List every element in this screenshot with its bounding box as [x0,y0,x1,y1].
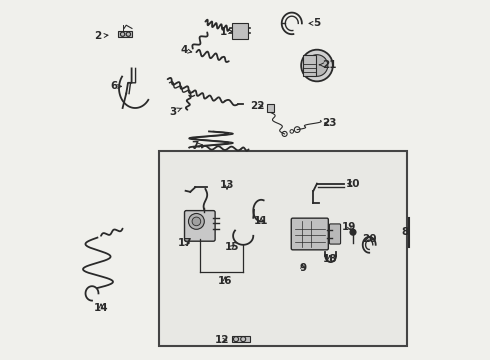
Text: 23: 23 [322,118,337,128]
Text: 20: 20 [362,234,376,244]
Bar [303,55,316,76]
Text: 16: 16 [218,276,232,286]
FancyBboxPatch shape [329,224,341,244]
Text: 8: 8 [402,227,410,237]
Text: 6: 6 [110,81,122,91]
Text: 1: 1 [220,27,233,37]
Circle shape [192,217,201,226]
Bar [268,104,274,112]
Bar [232,23,247,39]
Bar [118,31,132,37]
FancyBboxPatch shape [291,218,328,250]
Text: 18: 18 [322,254,337,264]
Text: 15: 15 [225,242,240,252]
Text: 14: 14 [94,303,108,313]
Text: 17: 17 [178,238,193,248]
Text: 7: 7 [191,141,202,151]
Text: 11: 11 [254,216,269,226]
Text: 10: 10 [346,179,360,189]
Text: 3: 3 [170,107,182,117]
Text: 13: 13 [220,180,234,190]
Circle shape [350,229,356,235]
Circle shape [301,50,333,81]
Circle shape [306,55,328,76]
Text: 19: 19 [342,222,357,232]
Bar [159,151,407,346]
Text: 22: 22 [250,101,265,111]
Text: 4: 4 [180,45,192,55]
Text: 5: 5 [309,18,320,28]
Bar [232,336,250,342]
Text: 21: 21 [319,60,337,70]
FancyBboxPatch shape [185,211,215,241]
Circle shape [189,213,204,229]
Text: 12: 12 [214,335,229,345]
Text: 2: 2 [94,31,108,41]
Text: 9: 9 [299,263,306,273]
